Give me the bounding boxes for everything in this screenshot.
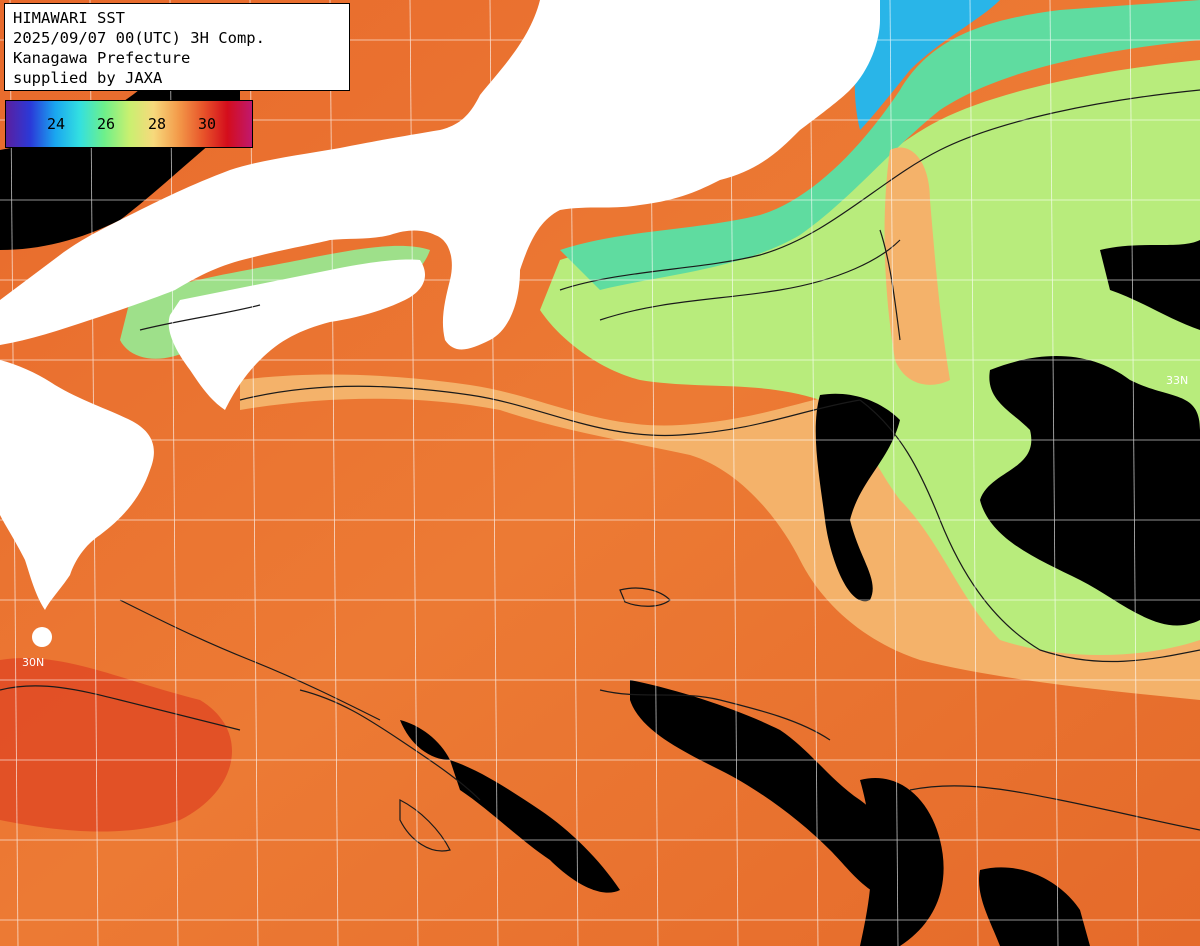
graticule-meridian [89,0,99,946]
graticule-meridian [729,0,739,946]
datetime-line: 2025/09/07 00(UTC) 3H Comp. [13,29,265,47]
sea-warm-stripe [884,147,950,385]
graticule-meridian [649,0,659,946]
sea-coldest-bay [854,0,1000,130]
colorbar-tick-24: 24 [46,115,66,133]
land-shikoku [168,259,426,410]
graticule-meridian [889,0,899,946]
graticule-meridian [809,0,819,946]
graticule-meridian [569,0,579,946]
info-box: HIMAWARI SST 2025/09/07 00(UTC) 3H Comp.… [4,3,350,91]
graticule-meridian [489,0,499,946]
lat-label-30n: 30N [22,656,45,669]
colorbar-tick-30: 30 [197,115,217,133]
graticule-meridian [969,0,979,946]
temperature-colorbar: 24 26 28 30 [5,100,253,148]
colorbar-tick-26: 26 [96,115,116,133]
title-line: HIMAWARI SST [13,9,125,27]
graticule-meridian [169,0,179,946]
lat-label-33n: 33N [1166,374,1189,387]
land-kyushu [0,360,154,610]
land-honshu [0,0,880,350]
graticule-meridian [409,0,419,946]
sst-contours [0,89,1200,852]
land [0,0,880,647]
graticule-meridian [9,0,19,946]
sea-cold-coast [560,0,1200,290]
prefecture-line: Kanagawa Prefecture [13,49,191,67]
supplier-line: supplied by JAXA [13,69,163,87]
graticule-meridian [1129,0,1139,946]
sea-hot-west [0,658,233,832]
graticule-meridian [249,0,259,946]
graticule-meridian [329,0,339,946]
colorbar-tick-28: 28 [147,115,167,133]
graticule-meridian [1049,0,1059,946]
